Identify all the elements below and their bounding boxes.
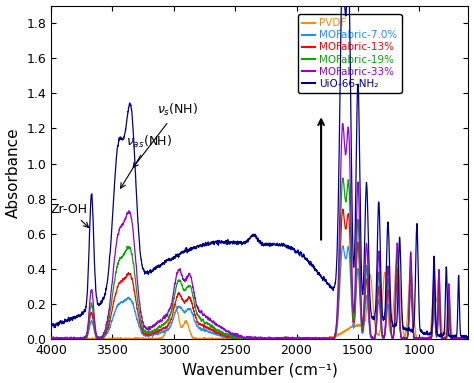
Y-axis label: Absorbance: Absorbance — [6, 127, 20, 218]
UiO-66-NH₂ — [246, 237, 252, 241]
MOFabric-19% — [340, 176, 346, 180]
UiO-66-NH₂ — [465, 335, 471, 339]
UiO-66-NH₂ — [453, 334, 458, 339]
MOFabric-7.0% — [352, 322, 357, 326]
MOFabric-19% — [453, 336, 459, 340]
PVDF — [54, 337, 60, 341]
PVDF — [394, 252, 400, 257]
Line: UiO-66-NH₂: UiO-66-NH₂ — [51, 0, 468, 339]
MOFabric-7.0% — [48, 337, 54, 341]
Line: MOFabric-33%: MOFabric-33% — [51, 124, 468, 339]
MOFabric-7.0% — [453, 337, 459, 341]
MOFabric-19% — [224, 331, 229, 336]
MOFabric-33% — [453, 336, 459, 341]
X-axis label: Wavenumber (cm⁻¹): Wavenumber (cm⁻¹) — [182, 362, 337, 377]
MOFabric-7.0% — [432, 318, 438, 322]
MOFabric-7.0% — [246, 336, 252, 341]
MOFabric-33% — [48, 336, 54, 341]
MOFabric-19% — [51, 337, 56, 341]
MOFabric-13% — [227, 334, 233, 339]
PVDF — [48, 336, 54, 341]
MOFabric-19% — [465, 337, 471, 341]
Line: PVDF: PVDF — [51, 254, 468, 339]
MOFabric-13% — [48, 336, 54, 340]
MOFabric-33% — [227, 330, 233, 334]
PVDF — [224, 336, 229, 341]
PVDF — [246, 337, 252, 341]
Line: MOFabric-13%: MOFabric-13% — [51, 209, 468, 339]
UiO-66-NH₂ — [48, 329, 54, 334]
Legend: PVDF, MOFabric-7.0%, MOFabric-13%, MOFabric-19%, MOFabric-33%, UiO-66-NH₂: PVDF, MOFabric-7.0%, MOFabric-13%, MOFab… — [298, 14, 401, 93]
PVDF — [352, 323, 357, 327]
MOFabric-33% — [465, 337, 471, 341]
MOFabric-33% — [246, 335, 252, 340]
UiO-66-NH₂ — [464, 336, 470, 341]
PVDF — [432, 288, 438, 293]
MOFabric-7.0% — [227, 334, 233, 339]
Line: MOFabric-19%: MOFabric-19% — [51, 178, 468, 339]
MOFabric-19% — [246, 336, 252, 340]
MOFabric-13% — [453, 336, 459, 340]
MOFabric-19% — [352, 313, 357, 317]
Text: $\nu_s$(NH): $\nu_s$(NH) — [133, 102, 197, 167]
UiO-66-NH₂ — [224, 239, 229, 244]
MOFabric-13% — [246, 336, 252, 340]
MOFabric-7.0% — [340, 244, 346, 248]
Text: Zr-OH: Zr-OH — [51, 203, 89, 228]
UiO-66-NH₂ — [227, 241, 233, 245]
MOFabric-19% — [48, 337, 54, 341]
UiO-66-NH₂ — [432, 278, 438, 283]
PVDF — [465, 337, 471, 341]
Line: MOFabric-7.0%: MOFabric-7.0% — [51, 246, 468, 339]
MOFabric-13% — [58, 337, 64, 341]
PVDF — [227, 336, 233, 340]
MOFabric-13% — [432, 311, 438, 316]
MOFabric-19% — [227, 333, 233, 338]
Text: $\nu_{as}$(NH): $\nu_{as}$(NH) — [120, 134, 172, 188]
MOFabric-13% — [465, 336, 471, 340]
MOFabric-33% — [224, 329, 229, 334]
MOFabric-7.0% — [465, 336, 471, 340]
MOFabric-13% — [352, 316, 357, 321]
MOFabric-33% — [432, 295, 438, 300]
MOFabric-7.0% — [224, 334, 229, 339]
MOFabric-7.0% — [49, 337, 55, 341]
UiO-66-NH₂ — [352, 257, 357, 261]
PVDF — [453, 336, 459, 340]
MOFabric-13% — [224, 334, 229, 339]
MOFabric-33% — [58, 337, 64, 341]
MOFabric-33% — [352, 303, 357, 307]
MOFabric-19% — [432, 304, 438, 308]
MOFabric-33% — [340, 121, 346, 126]
MOFabric-13% — [340, 207, 346, 211]
